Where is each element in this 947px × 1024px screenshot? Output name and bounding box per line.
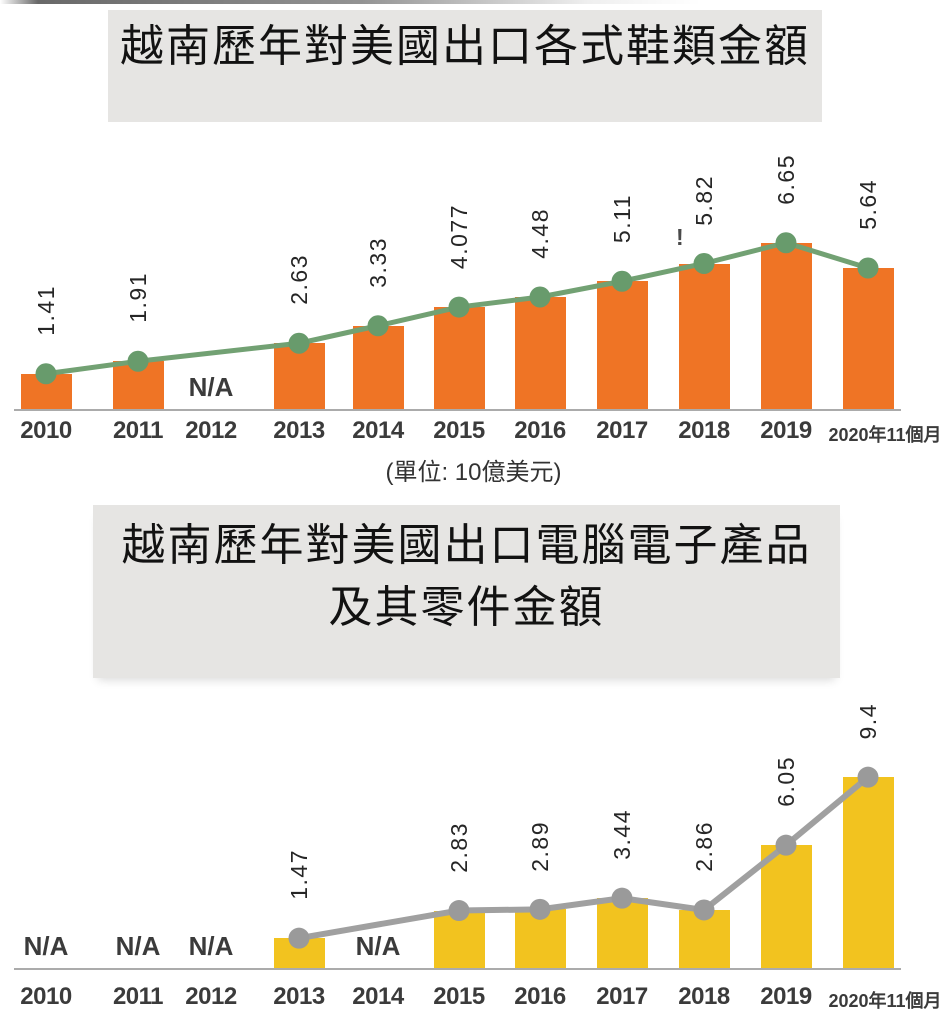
x-axis-label: 2014 bbox=[352, 983, 404, 1010]
bar bbox=[514, 297, 566, 409]
value-label: 6.65 bbox=[773, 153, 799, 205]
x-axis-label: 2019 bbox=[760, 983, 812, 1010]
chart2-title-banner: 越南歷年對美國出口電腦電子產品 及其零件金額 bbox=[93, 505, 840, 678]
value-label: 2.86 bbox=[691, 821, 717, 872]
value-label: 6.05 bbox=[773, 756, 799, 808]
x-axis-label: 2013 bbox=[273, 417, 325, 444]
bar bbox=[760, 845, 812, 968]
x-axis-label: 2010 bbox=[20, 983, 72, 1010]
value-label: 4.48 bbox=[527, 208, 553, 259]
bar bbox=[596, 281, 648, 409]
bar bbox=[352, 325, 404, 409]
value-label: 1.47 bbox=[286, 849, 312, 901]
value-label: 1.91 bbox=[125, 272, 151, 324]
x-axis-label: 2012 bbox=[185, 417, 237, 444]
x-axis-label: 2018 bbox=[678, 983, 730, 1010]
na-label: N/A bbox=[355, 931, 401, 961]
bar bbox=[20, 373, 72, 409]
x-axis-label: 2016 bbox=[514, 417, 566, 444]
x-axis-label: 2011 bbox=[112, 417, 164, 444]
chart2-title-line2: 及其零件金額 bbox=[328, 583, 605, 632]
bar bbox=[760, 242, 812, 409]
unit-label: (單位: 10億美元) bbox=[385, 459, 562, 486]
na-label: N/A bbox=[188, 931, 234, 961]
bar bbox=[112, 361, 164, 409]
x-axis-label: 2012 bbox=[185, 983, 237, 1010]
value-label: 2.83 bbox=[446, 821, 472, 873]
bar bbox=[596, 898, 648, 968]
bar bbox=[273, 938, 325, 968]
x-axis-label: 2020年11個月 bbox=[828, 991, 942, 1011]
stray-exclamation-artifact: ! bbox=[676, 224, 684, 250]
chart2-title-line1: 越南歷年對美國出口電腦電子產品 bbox=[121, 521, 812, 570]
bar bbox=[842, 268, 894, 409]
x-axis-label: 2014 bbox=[352, 417, 404, 444]
value-label: 5.82 bbox=[691, 174, 717, 226]
bar bbox=[514, 909, 566, 968]
na-label: N/A bbox=[23, 931, 69, 961]
x-axis-label: 2011 bbox=[112, 983, 164, 1010]
x-axis-label: 2019 bbox=[760, 417, 812, 444]
bar bbox=[842, 777, 894, 968]
bar bbox=[433, 910, 485, 968]
x-axis-label: 2013 bbox=[273, 983, 325, 1010]
na-label: N/A bbox=[188, 372, 234, 402]
x-axis-line bbox=[14, 968, 901, 970]
value-label: 3.44 bbox=[609, 809, 635, 861]
x-axis-label: 2010 bbox=[20, 417, 72, 444]
value-label: 2.63 bbox=[286, 254, 312, 306]
value-label: 5.11 bbox=[609, 194, 635, 244]
x-axis-label: 2015 bbox=[433, 417, 485, 444]
bar bbox=[678, 263, 730, 409]
x-axis-label: 2017 bbox=[596, 417, 648, 444]
chart1-title-banner: 越南歷年對美國出口各式鞋類金額 bbox=[108, 10, 822, 122]
x-axis-line bbox=[14, 409, 901, 411]
x-axis-label: 2016 bbox=[514, 983, 566, 1010]
x-axis-label: 2018 bbox=[678, 417, 730, 444]
top-edge-artifact bbox=[0, 0, 947, 4]
value-label: 2.89 bbox=[527, 820, 553, 872]
x-axis-label: 2020年11個月 bbox=[828, 425, 942, 445]
na-label: N/A bbox=[115, 931, 161, 961]
bar bbox=[273, 343, 325, 409]
bar bbox=[678, 909, 730, 968]
bar bbox=[433, 307, 485, 409]
value-label: 4.077 bbox=[446, 204, 472, 270]
x-axis-label: 2015 bbox=[433, 983, 485, 1010]
x-axis-label: 2017 bbox=[596, 983, 648, 1010]
chart1-title: 越南歷年對美國出口各式鞋類金額 bbox=[120, 22, 810, 71]
value-label: 5.64 bbox=[855, 179, 881, 230]
value-label: 9.4 bbox=[855, 702, 881, 740]
value-label: 1.41 bbox=[33, 284, 59, 336]
value-label: 3.33 bbox=[365, 236, 391, 288]
